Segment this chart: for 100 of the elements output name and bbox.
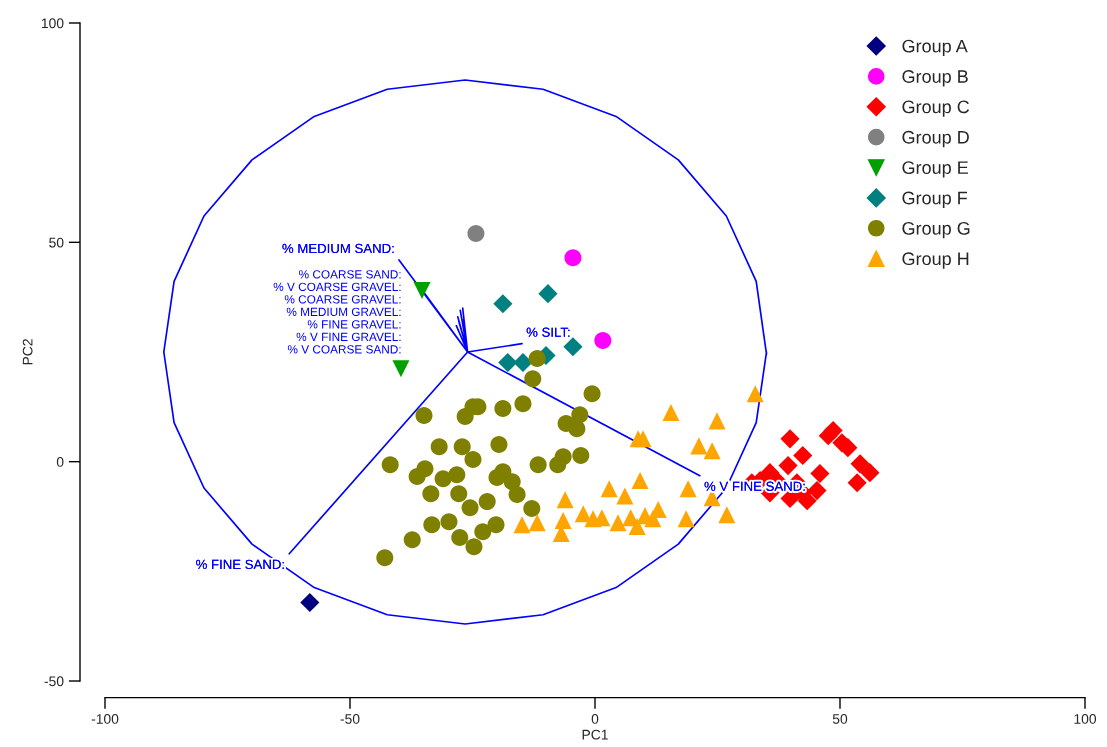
point bbox=[644, 510, 662, 528]
point bbox=[616, 487, 634, 505]
point bbox=[464, 450, 482, 468]
annotation: % COARSE GRAVEL: bbox=[284, 295, 401, 304]
y-tick-label: -50 bbox=[44, 676, 64, 687]
point bbox=[634, 430, 652, 448]
point bbox=[662, 404, 680, 422]
point bbox=[703, 442, 721, 460]
annotation: % SILT: bbox=[526, 327, 570, 337]
point bbox=[453, 438, 471, 456]
point bbox=[847, 473, 867, 493]
point bbox=[474, 523, 492, 541]
legend-label: Group G bbox=[902, 221, 970, 239]
line-series bbox=[162, 79, 768, 625]
point bbox=[490, 436, 508, 454]
point bbox=[708, 412, 726, 430]
legend-label: Group C bbox=[902, 100, 970, 117]
y-tick-label: 50 bbox=[49, 237, 64, 248]
point bbox=[594, 332, 612, 350]
point bbox=[423, 516, 441, 534]
point bbox=[392, 360, 410, 378]
point bbox=[528, 350, 546, 368]
point bbox=[554, 511, 572, 529]
point bbox=[508, 486, 526, 504]
legend-label: Group A bbox=[902, 39, 968, 57]
annotation: % FINE GRAVEL: bbox=[307, 320, 401, 329]
annotation: % MEDIUM SAND: bbox=[282, 243, 394, 254]
point bbox=[488, 468, 506, 486]
point bbox=[631, 472, 649, 490]
point bbox=[494, 400, 512, 418]
point bbox=[376, 549, 394, 567]
point bbox=[450, 485, 468, 503]
point bbox=[415, 407, 433, 425]
point bbox=[529, 456, 547, 474]
point bbox=[493, 294, 513, 314]
point bbox=[780, 429, 800, 449]
point bbox=[554, 448, 572, 466]
point bbox=[514, 395, 532, 413]
point bbox=[465, 538, 483, 556]
point bbox=[746, 385, 764, 403]
point bbox=[564, 249, 582, 267]
point bbox=[448, 466, 466, 484]
point bbox=[300, 592, 320, 613]
legend-label: Group B bbox=[902, 70, 968, 87]
point bbox=[850, 454, 870, 474]
point bbox=[609, 514, 627, 532]
x-tick-label: -50 bbox=[340, 714, 360, 724]
point bbox=[524, 370, 542, 388]
point bbox=[793, 445, 813, 466]
x-axis-title: PC1 bbox=[582, 729, 608, 740]
point bbox=[690, 437, 708, 455]
point bbox=[430, 438, 448, 456]
point bbox=[556, 491, 574, 509]
point bbox=[403, 531, 421, 549]
x-tick-label: 0 bbox=[591, 714, 599, 724]
point bbox=[478, 493, 496, 511]
point bbox=[797, 491, 817, 511]
point bbox=[563, 337, 583, 357]
point bbox=[381, 456, 399, 474]
annotation: % V FINE GRAVEL: bbox=[296, 332, 401, 341]
point bbox=[568, 420, 586, 438]
point bbox=[498, 352, 518, 373]
point bbox=[408, 468, 426, 486]
point bbox=[413, 282, 431, 300]
x-tick-label: -100 bbox=[91, 714, 119, 724]
point bbox=[467, 225, 485, 243]
point bbox=[778, 456, 798, 476]
point bbox=[440, 513, 458, 531]
point bbox=[422, 485, 440, 503]
annotation: % V COARSE GRAVEL: bbox=[273, 282, 401, 291]
point bbox=[572, 447, 590, 465]
y-tick-label: 0 bbox=[56, 457, 64, 467]
point bbox=[679, 480, 697, 498]
point bbox=[513, 352, 533, 373]
y-axis-title: PC2 bbox=[22, 339, 33, 365]
point bbox=[461, 499, 479, 517]
point bbox=[860, 463, 880, 483]
point bbox=[571, 406, 589, 424]
point bbox=[434, 470, 452, 488]
point bbox=[487, 516, 505, 534]
legend-label: Group D bbox=[902, 130, 969, 148]
x-tick-label: 100 bbox=[1074, 714, 1097, 724]
point bbox=[513, 516, 531, 534]
point bbox=[600, 480, 618, 498]
point bbox=[538, 284, 558, 304]
point bbox=[807, 481, 827, 501]
point bbox=[456, 407, 474, 425]
point bbox=[677, 510, 695, 528]
legend-label: Group E bbox=[902, 161, 968, 178]
point bbox=[528, 514, 546, 532]
point bbox=[628, 518, 646, 536]
point bbox=[818, 426, 838, 446]
x-tick-label: 50 bbox=[832, 714, 848, 724]
point bbox=[583, 385, 601, 403]
point bbox=[810, 463, 830, 484]
legend-label: Group H bbox=[902, 252, 969, 269]
annotation: % V COARSE SAND: bbox=[287, 345, 401, 354]
point bbox=[718, 506, 736, 524]
legend-label: Group F bbox=[902, 191, 968, 208]
y-tick-label: 100 bbox=[41, 18, 64, 29]
